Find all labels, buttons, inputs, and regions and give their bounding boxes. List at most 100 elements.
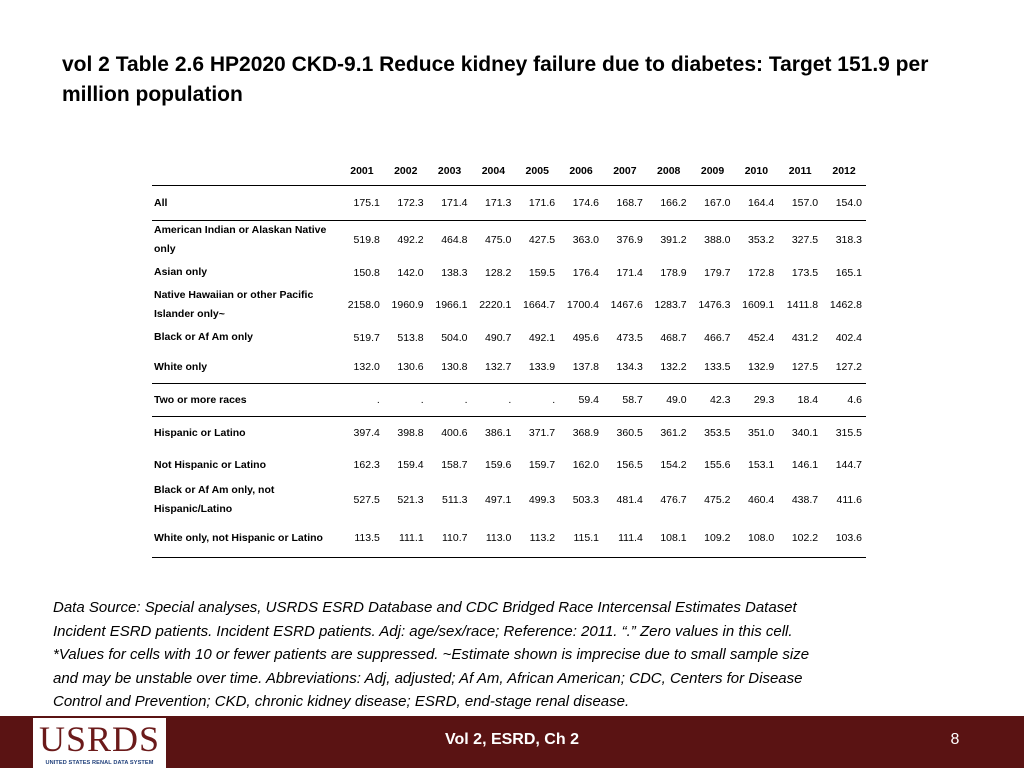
table-cell: 327.5 xyxy=(778,220,823,259)
row-label: White only, not Hispanic or Latino xyxy=(152,519,340,558)
table-cell: 144.7 xyxy=(835,459,862,471)
footer-bar xyxy=(0,716,1024,768)
table-cell: 150.8 xyxy=(353,266,380,279)
table-cell: 137.8 xyxy=(572,361,599,373)
table-cell: 527.5 xyxy=(353,494,380,506)
table-cell: 133.9 xyxy=(528,361,556,373)
table-cell: 132.2 xyxy=(660,361,687,373)
row-label: Asian only xyxy=(154,266,208,278)
table-row: American Indian or Alaskan Native only 5… xyxy=(152,220,866,259)
table-cell: 460.4 xyxy=(748,494,775,506)
table-cell: 499.3 xyxy=(528,494,556,506)
table-row: Hispanic or Latino 397.4 398.8 400.6 386… xyxy=(152,416,866,449)
footer-center-text: Vol 2, ESRD, Ch 2 xyxy=(445,731,579,748)
table-cell: 513.8 xyxy=(397,331,424,344)
table-cell: 162.3 xyxy=(353,459,380,471)
table-cell: 1462.8 xyxy=(829,299,862,311)
table-cell: 353.2 xyxy=(734,220,779,259)
table-cell: 111.1 xyxy=(383,519,428,558)
table-cell: 2220.1 xyxy=(479,299,512,311)
note-line: Incident ESRD patients. Incident ESRD pa… xyxy=(53,622,793,640)
table-cell: 42.3 xyxy=(690,383,735,417)
year-header: 2002 xyxy=(383,157,428,186)
table-cell: 127.5 xyxy=(791,361,819,373)
table-cell: 473.5 xyxy=(616,331,643,344)
table-cell: 503.3 xyxy=(572,494,599,506)
table-cell: 476.7 xyxy=(660,494,687,506)
table-cell: 29.3 xyxy=(734,383,779,417)
table-cell: 154.2 xyxy=(660,459,687,471)
table-cell: 146.1 xyxy=(791,459,819,471)
table-cell: 495.6 xyxy=(572,331,599,344)
table-cell: 58.7 xyxy=(602,383,647,417)
table-cell: 113.5 xyxy=(340,519,384,558)
table-cell: 351.0 xyxy=(734,416,779,449)
table-cell: 154.0 xyxy=(835,197,862,209)
table-cell: 171.4 xyxy=(441,197,468,209)
table-cell: 175.1 xyxy=(353,197,380,209)
table-cell: 108.0 xyxy=(734,519,779,558)
table-row: Two or more races . . . . . 59.4 58.7 49… xyxy=(152,383,866,417)
table-cell: 110.7 xyxy=(427,519,472,558)
table-cell: 371.7 xyxy=(515,416,560,449)
table-cell: 368.9 xyxy=(559,416,603,449)
year-header: 2008 xyxy=(646,157,691,186)
table-cell: 468.7 xyxy=(660,331,687,344)
row-label: Not Hispanic or Latino xyxy=(154,458,267,471)
table-cell: 2158.0 xyxy=(347,299,380,311)
row-label: Two or more races xyxy=(152,383,340,417)
table-cell: 166.2 xyxy=(660,197,687,209)
table-cell: 363.0 xyxy=(559,220,603,259)
table-cell: 1609.1 xyxy=(742,299,775,311)
data-table-container: 2001 2002 2003 2004 2005 2006 2007 2008 … xyxy=(152,157,866,558)
table-cell: 179.7 xyxy=(704,266,731,279)
table-cell: 138.3 xyxy=(441,266,468,279)
row-label: Hispanic or Latino xyxy=(152,416,340,449)
row-label: American Indian or Alaskan Native only xyxy=(152,220,340,259)
table-cell: 402.4 xyxy=(835,331,862,344)
table-cell: 398.8 xyxy=(383,416,428,449)
table-cell: 172.3 xyxy=(397,197,424,209)
table-cell: 521.3 xyxy=(397,494,424,506)
table-cell: 4.6 xyxy=(822,383,866,417)
table-cell: 103.6 xyxy=(822,519,866,558)
table-cell: 475.0 xyxy=(471,220,516,259)
table-cell: 481.4 xyxy=(616,494,643,506)
table-cell: 130.8 xyxy=(441,361,468,373)
row-label: Native Hawaiian or other Pacific Islande… xyxy=(154,289,314,320)
note-line: Control and Prevention; CKD, chronic kid… xyxy=(53,693,630,710)
row-label: All xyxy=(154,196,168,209)
table-cell: 318.3 xyxy=(822,220,866,259)
table-cell: 1960.9 xyxy=(391,299,424,311)
table-cell: 165.1 xyxy=(835,266,862,279)
table-cell: 171.4 xyxy=(616,266,643,279)
table-cell: 167.0 xyxy=(704,197,731,209)
table-cell: . xyxy=(427,383,472,417)
table-cell: 49.0 xyxy=(646,383,691,417)
table-cell: 153.1 xyxy=(748,459,775,471)
table-cell: 1966.1 xyxy=(435,299,468,311)
table-cell: 511.3 xyxy=(441,494,468,506)
table-row: Native Hawaiian or other Pacific Islande… xyxy=(152,286,866,324)
table-cell: 111.4 xyxy=(602,519,647,558)
table-cell: 171.6 xyxy=(528,197,556,209)
table-cell: 492.1 xyxy=(528,331,556,344)
data-source-note: Data Source: Special analyses, USRDS ESR… xyxy=(53,596,983,714)
table-cell: . xyxy=(383,383,428,417)
table-cell: 492.2 xyxy=(383,220,428,259)
year-header: 2005 xyxy=(515,157,560,186)
year-header: 2012 xyxy=(822,157,866,186)
table-cell: 158.7 xyxy=(441,459,468,471)
table-cell: 127.2 xyxy=(835,361,862,373)
table-cell: 157.0 xyxy=(791,197,819,209)
table-cell: 427.5 xyxy=(515,220,560,259)
table-cell: 1411.8 xyxy=(786,299,819,311)
table-cell: 1283.7 xyxy=(654,299,687,311)
table-cell: 497.1 xyxy=(485,494,512,506)
table-cell: 376.9 xyxy=(602,220,647,259)
table-cell: 411.6 xyxy=(836,494,863,506)
note-line: and may be unstable over time. Abbreviat… xyxy=(53,669,803,687)
year-header: 2004 xyxy=(471,157,516,186)
year-header: 2010 xyxy=(734,157,779,186)
row-label: Black or Af Am only xyxy=(154,331,253,343)
